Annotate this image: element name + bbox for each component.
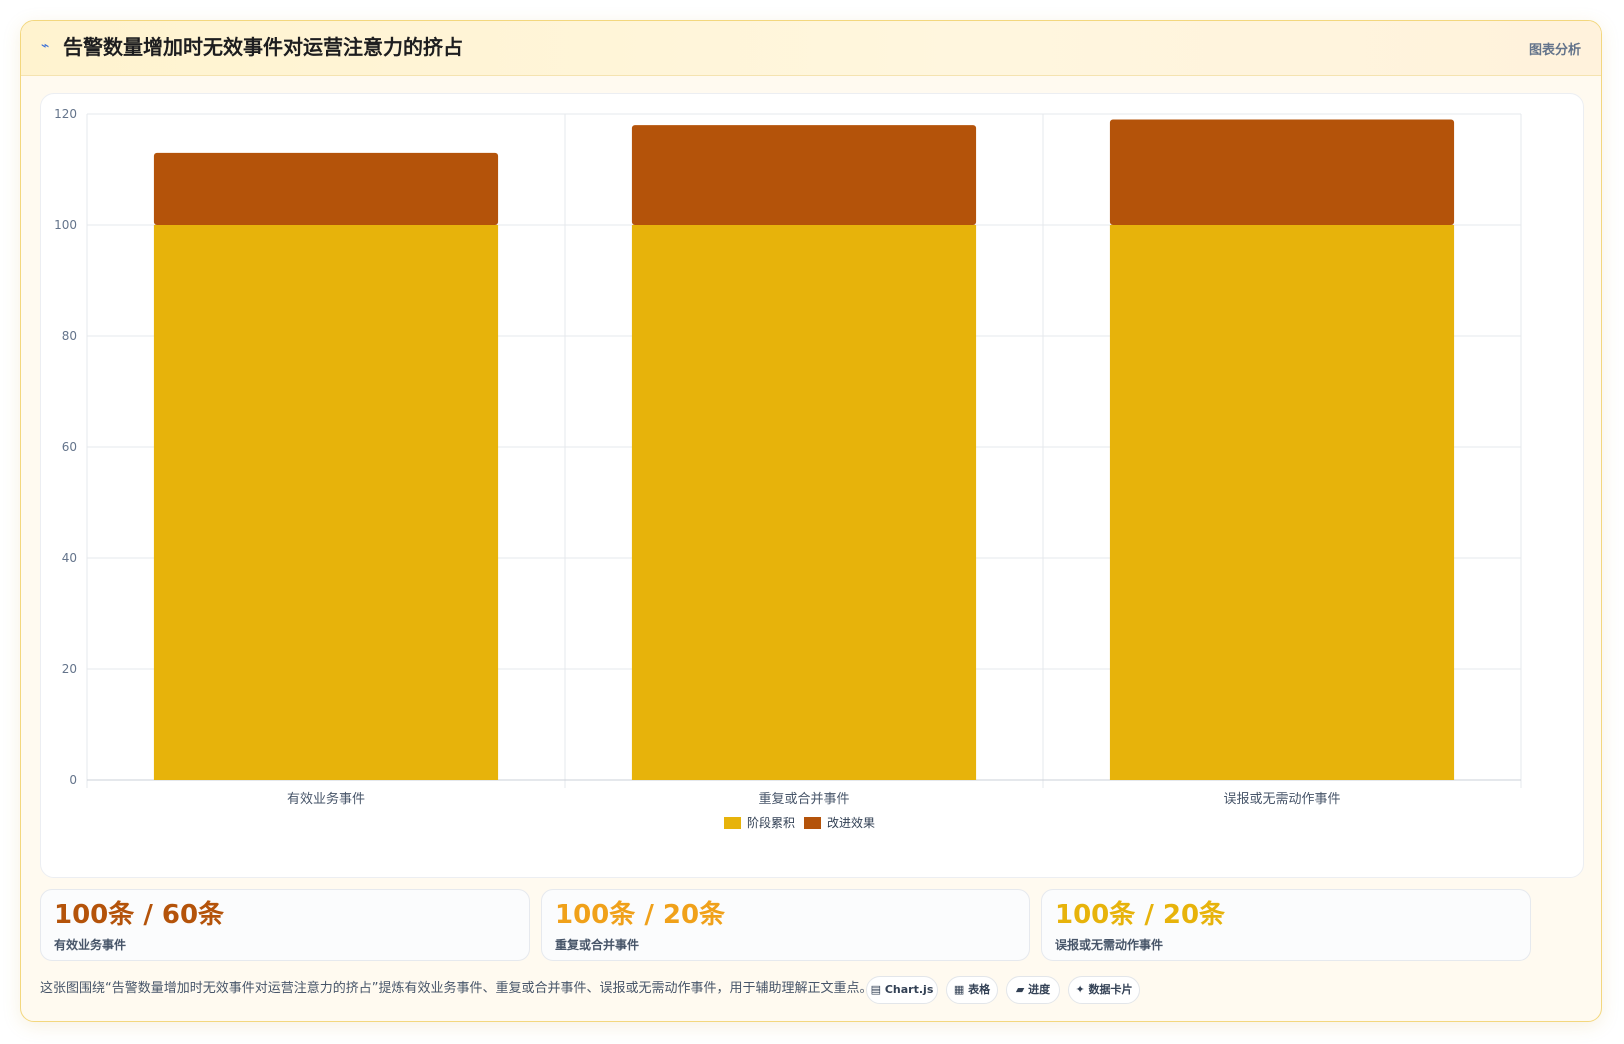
- stacked-bar-chart: 0 20 40 60 80 100 120 有效业务事件 重复或合并事件 误报或无需动作事件阶段累…: [54, 107, 1522, 830]
- y-tick-label: 60: [62, 440, 77, 454]
- chart-analysis-tag: 图表分析: [1528, 43, 1581, 58]
- chart-icon: ▤: [870, 983, 882, 996]
- legend-swatch: [724, 817, 741, 829]
- table-icon: ▦: [953, 983, 965, 996]
- bar-segment: [631, 125, 977, 225]
- stat-label: 重复或合并事件: [555, 938, 640, 952]
- sparkle-icon: ✦: [1075, 983, 1085, 996]
- chart-panel: 0 20 40 60 80 100 120 有效业务事件 重复或合并事件 误报或无需动作事件阶段累…: [40, 93, 1584, 878]
- legend-label: 改进效果: [827, 815, 875, 830]
- bar-segment: [153, 225, 499, 780]
- y-tick-label: 100: [54, 218, 77, 232]
- card-header: ⌁ 告警数量增加时无效事件对运营注意力的挤占 图表分析: [21, 21, 1601, 76]
- stat-value: 100条 / 60条: [54, 900, 225, 930]
- chart-card: ⌁ 告警数量增加时无效事件对运营注意力的挤占 图表分析 0 20 40 60 80 100…: [20, 20, 1602, 1022]
- chip-data-card[interactable]: ✦ 数据卡片: [1068, 976, 1140, 1004]
- stat-value: 100条 / 20条: [555, 900, 726, 930]
- y-tick-label: 20: [62, 662, 77, 676]
- stat-label: 误报或无需动作事件: [1055, 938, 1164, 952]
- bar-segment: [631, 225, 977, 780]
- chip-table[interactable]: ▦ 表格: [946, 976, 998, 1004]
- y-tick-label: 120: [54, 107, 77, 121]
- card-title: 告警数量增加时无效事件对运营注意力的挤占: [63, 35, 463, 59]
- chip-progress[interactable]: ▰ 进度: [1006, 976, 1060, 1004]
- progress-icon: ▰: [1015, 983, 1025, 996]
- legend-label: 阶段累积: [747, 815, 795, 830]
- bar-segment: [1109, 225, 1455, 780]
- chart-description: 这张图围绕“告警数量增加时无效事件对运营注意力的挤占”提炼有效业务事件、重复或合…: [40, 981, 873, 996]
- y-tick-label: 40: [62, 551, 77, 565]
- stat-card-duplicate: 100条 / 20条 重复或合并事件: [541, 889, 1030, 961]
- stat-card-valid: 100条 / 60条 有效业务事件: [40, 889, 530, 961]
- wave-icon: ⌁: [41, 38, 50, 54]
- x-tick-label: 重复或合并事件: [758, 791, 849, 807]
- x-tick-label: 误报或无需动作事件: [1223, 792, 1340, 807]
- chip-label: 数据卡片: [1088, 983, 1133, 996]
- bar-segment: [1109, 119, 1455, 225]
- stat-value: 100条 / 20条: [1055, 900, 1226, 930]
- bar-segment: [153, 152, 499, 225]
- chip-label: Chart.js: [884, 983, 934, 996]
- chip-chartjs[interactable]: ▤ Chart.js: [866, 976, 938, 1004]
- stat-label: 有效业务事件: [54, 938, 127, 952]
- chip-label: 进度: [1028, 983, 1051, 996]
- legend-swatch: [804, 817, 821, 829]
- x-tick-label: 有效业务事件: [287, 791, 365, 807]
- y-tick-label: 0: [69, 773, 77, 787]
- y-tick-label: 80: [62, 329, 77, 343]
- stat-card-false-alarm: 100条 / 20条 误报或无需动作事件: [1041, 889, 1531, 961]
- chip-label: 表格: [968, 983, 991, 996]
